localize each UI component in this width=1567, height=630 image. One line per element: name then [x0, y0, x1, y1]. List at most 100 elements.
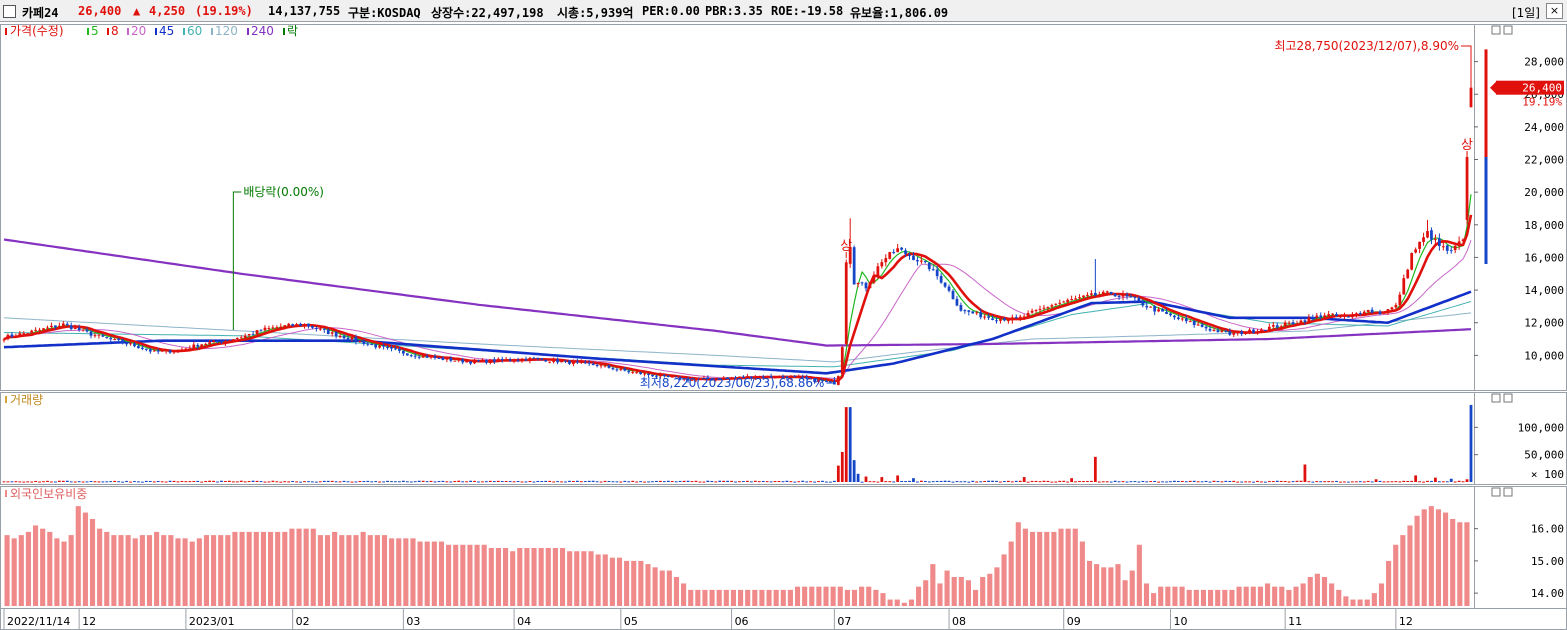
candle — [1279, 326, 1283, 328]
foreign-ratio-bar — [189, 541, 195, 606]
volume-bar — [655, 480, 658, 482]
candle — [1010, 317, 1014, 321]
foreign-ratio-bar — [97, 528, 103, 606]
x-tick-label: 02 — [296, 615, 310, 628]
candle — [718, 378, 722, 380]
candle — [686, 378, 690, 381]
volume-bar — [366, 480, 370, 482]
volume-bar — [496, 480, 500, 482]
volume-bar — [231, 481, 235, 483]
candle — [900, 247, 903, 250]
x-tick-label: 2022/11/14 — [7, 615, 70, 628]
candle — [243, 335, 247, 338]
high-arrow — [1461, 45, 1472, 52]
candle — [706, 377, 710, 380]
candle — [38, 329, 41, 331]
volume-bar — [556, 481, 559, 483]
volume-bar — [1465, 479, 1469, 482]
foreign-ratio-bar — [844, 589, 850, 606]
candle — [362, 340, 366, 344]
period-selector[interactable]: [1일] — [1511, 6, 1540, 20]
foreign-ratio-bar — [1029, 531, 1036, 606]
panel-minimize-button[interactable] — [1491, 487, 1501, 497]
candle — [769, 376, 773, 378]
foreign-ratio-bar — [723, 589, 729, 606]
volume-bar — [65, 480, 69, 482]
volume-bar — [457, 480, 461, 482]
foreign-ratio-bar — [396, 538, 402, 606]
candle — [1054, 303, 1058, 305]
y-tick-label: 18,000 — [1524, 219, 1564, 232]
volume-bar — [959, 481, 963, 483]
volume-bar — [405, 481, 409, 483]
candle — [773, 377, 777, 379]
foreign-ratio-bar — [552, 548, 558, 606]
volume-bar — [251, 480, 255, 482]
select-checkbox[interactable] — [3, 5, 16, 18]
candle — [93, 335, 97, 337]
candle — [1161, 309, 1164, 312]
candle — [1184, 318, 1188, 322]
volume-bar — [437, 481, 441, 483]
candle — [1291, 322, 1295, 325]
ma120-line — [3, 312, 1472, 363]
candle — [370, 344, 374, 346]
candle — [1177, 317, 1180, 320]
panel-minimize-button[interactable] — [1491, 25, 1501, 35]
foreign-ratio-bar — [253, 531, 259, 606]
volume-bar — [722, 480, 726, 482]
volume-bar — [690, 481, 694, 483]
volume-bar — [121, 481, 125, 483]
candle — [441, 357, 445, 360]
candle — [1165, 311, 1168, 314]
volume-bar — [354, 481, 358, 483]
legend-item: 20 — [131, 24, 146, 38]
volume-bar — [749, 481, 753, 483]
panel-close-button[interactable] — [1503, 25, 1513, 35]
foreign-ratio-bar — [118, 535, 124, 606]
candle — [1386, 309, 1390, 313]
panel-minimize-button[interactable] — [1491, 393, 1501, 403]
candle — [532, 357, 536, 359]
market-cap: 시총:5,939억 — [557, 6, 634, 20]
foreign-ratio-bar — [1151, 593, 1157, 606]
candle — [105, 337, 109, 339]
volume-bar — [1283, 481, 1287, 483]
volume-bar — [1303, 464, 1307, 482]
volume-bar — [1260, 481, 1263, 483]
foreign-ratio-bar — [908, 599, 915, 606]
candle — [868, 282, 872, 289]
volume-bar — [413, 481, 417, 483]
volume-bar — [892, 481, 896, 483]
candle — [1149, 306, 1153, 308]
foreign-ratio-bar — [175, 538, 181, 606]
candle — [295, 324, 298, 326]
foreign-ratio-bar — [196, 538, 202, 606]
volume-bar — [904, 481, 907, 483]
candle — [216, 340, 219, 342]
candle — [524, 359, 528, 361]
candle — [1414, 249, 1418, 253]
current-price-tag-label: 26,400 — [1522, 82, 1562, 95]
foreign-ratio-bar — [823, 586, 829, 606]
foreign-ratio-bar — [1122, 580, 1128, 606]
panel-close-button[interactable] — [1503, 487, 1513, 497]
panel-close-button[interactable] — [1503, 393, 1513, 403]
candle — [449, 357, 453, 361]
foreign-ratio-bar — [54, 538, 60, 606]
volume-bar — [1366, 480, 1370, 482]
close-button[interactable]: × — [1546, 3, 1563, 19]
candle — [746, 376, 749, 378]
candle — [46, 327, 49, 329]
foreign-ratio-bar — [645, 564, 651, 606]
candle — [212, 340, 215, 343]
candle — [872, 275, 876, 283]
candle — [1066, 299, 1070, 303]
candle — [485, 359, 488, 363]
volume-bar — [228, 480, 231, 482]
volume-bar — [927, 481, 931, 483]
volume-bar — [868, 481, 872, 483]
volume-bar — [840, 451, 844, 482]
candle — [1129, 296, 1133, 298]
volume-bar — [821, 480, 824, 482]
